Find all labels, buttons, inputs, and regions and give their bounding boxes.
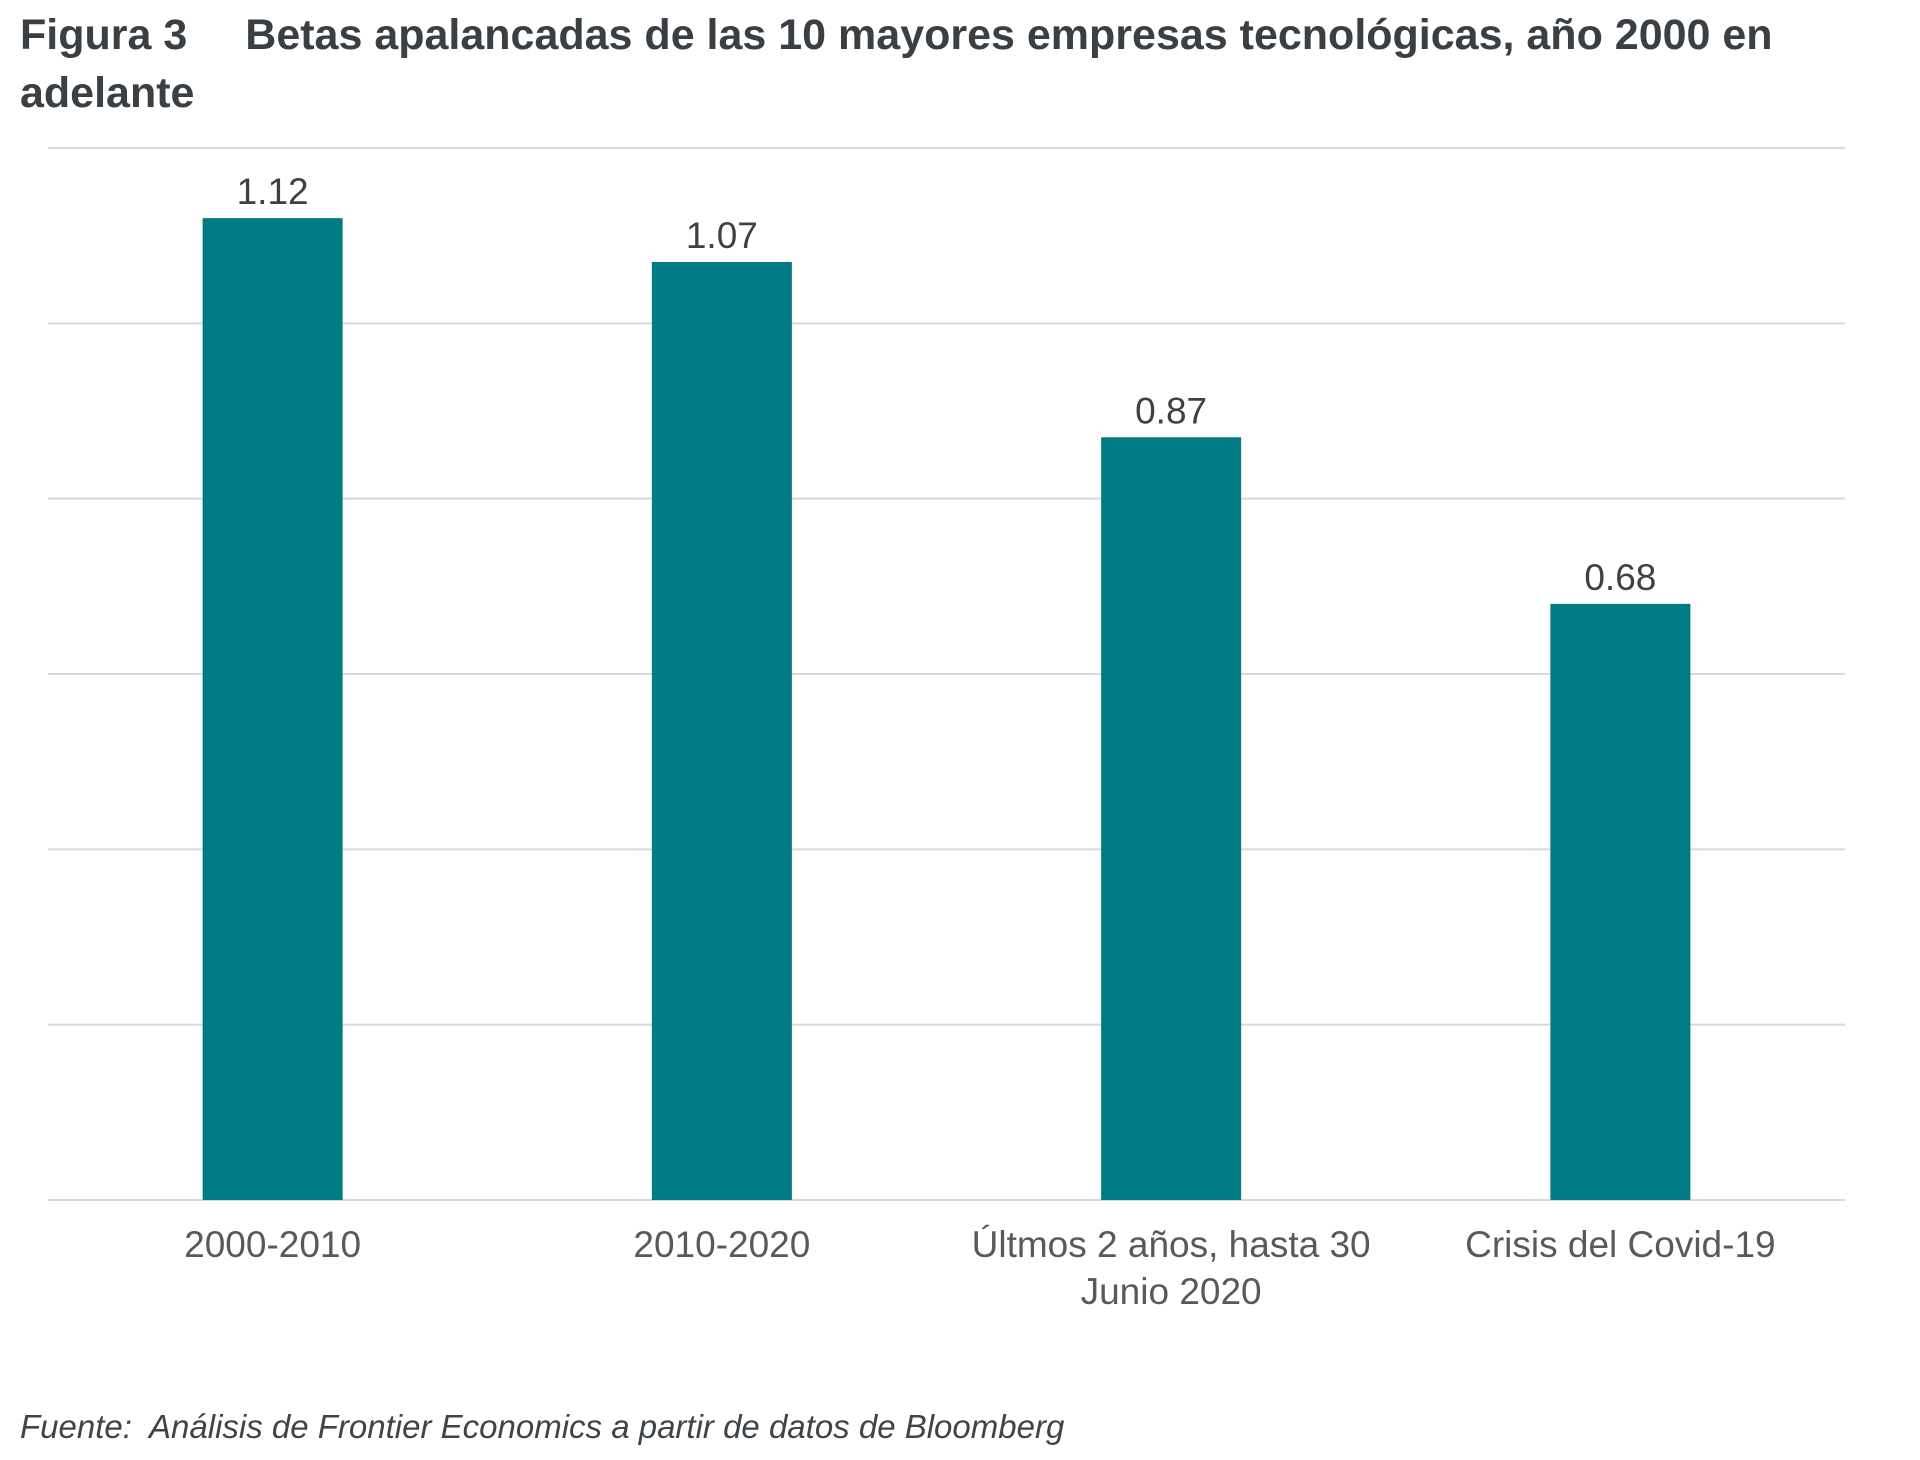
data-label: 0.87	[1135, 390, 1207, 431]
category-label: 2000-2010	[184, 1224, 361, 1265]
bar-chart: 1.12 1.07 0.87 0.68 2000-2010 2010-2020 Últmo…	[48, 147, 1845, 1312]
bars	[202, 218, 1691, 1201]
bar	[1550, 603, 1691, 1200]
source-note: Fuente: Análisis de Frontier Economics a…	[20, 1408, 1065, 1445]
data-label: 1.12	[237, 171, 309, 212]
category-labels: 2000-2010 2010-2020 Últmos 2 años, hasta 3…	[184, 1224, 1775, 1312]
gridlines	[48, 147, 1845, 1201]
figure-label: Figura 3	[20, 11, 188, 59]
chart-title: Betas apalancadas de las 10 mayores empr…	[20, 11, 1773, 117]
category-label: Crisis del Covid-19	[1465, 1224, 1776, 1265]
category-label: Últmos 2 años, hasta 30 Junio 2020	[972, 1224, 1371, 1312]
bar	[651, 261, 792, 1200]
figure-header: Figura 3 Betas apalancadas de las 10 mayo…	[20, 6, 1900, 122]
bar	[202, 218, 343, 1201]
category-label: 2010-2020	[633, 1224, 810, 1265]
bar	[1101, 437, 1242, 1200]
data-label: 1.07	[686, 215, 758, 256]
data-label: 0.68	[1584, 557, 1656, 598]
data-labels: 1.12 1.07 0.87 0.68	[237, 171, 1657, 598]
